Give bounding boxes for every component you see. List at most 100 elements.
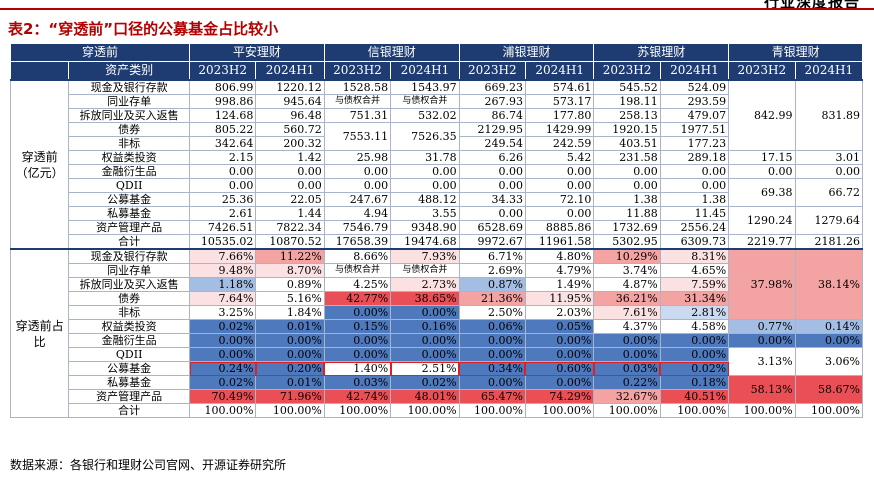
value-cell: 0.00% — [323, 305, 392, 320]
value-cell: 11.95% — [524, 291, 595, 306]
value-cell: 0.00% — [593, 333, 661, 348]
value-cell: 2.73% — [390, 277, 460, 292]
value-cell: 2.15 — [189, 150, 257, 165]
header-bank-name: 信银理财 — [323, 43, 460, 62]
table-row: 私募基金 0.02% 0.01% 0.03% 0.02% 0.00% 0.00% 0.22% 0… — [11, 375, 864, 404]
value-cell: 1.44 — [255, 206, 325, 221]
value-cell: 1977.51 — [659, 122, 730, 137]
value-cell: 751.31 — [323, 108, 392, 123]
header-before-label: 穿透前 — [9, 43, 191, 62]
value-cell: 0.05% — [524, 319, 595, 334]
table-row: 穿透前 平安理财 信银理财 浦银理财 苏银理财 青银理财 — [9, 43, 863, 62]
value-cell: 0.00% — [390, 333, 460, 348]
value-cell: 403.51 — [593, 136, 661, 151]
value-cell: 11.22% — [255, 248, 325, 264]
value-cell: 86.74 — [458, 108, 526, 123]
table-row: 非标 3.25% 1.84% 0.00% 0.00% 2.50% 2.03% 7.61% 2.8… — [11, 305, 863, 320]
value-cell: 5.16% — [255, 291, 325, 306]
merged-value-cell: 66.72 — [794, 178, 864, 207]
value-cell: 0.00 — [255, 178, 325, 193]
value-cell: 231.58 — [593, 150, 661, 165]
value-cell: 6528.69 — [458, 220, 526, 235]
value-cell: 573.17 — [524, 94, 595, 109]
value-cell: 19474.68 — [390, 234, 460, 250]
merged-with-bond-note: 与债权合并 — [323, 94, 392, 109]
value-cell: 0.00% — [458, 375, 526, 390]
value-cell: 9.48% — [189, 263, 257, 278]
value-cell: 0.03% — [593, 361, 661, 376]
value-cell: 8.31% — [659, 248, 730, 264]
category-label: 同业存单 — [68, 263, 191, 278]
value-cell: 0.02% — [189, 375, 257, 390]
value-cell: 0.06% — [458, 319, 526, 334]
value-cell: 1.84% — [255, 305, 325, 320]
value-cell: 1.49% — [524, 277, 595, 292]
value-cell: 0.20% — [255, 361, 325, 376]
value-cell: 998.86 — [189, 94, 257, 109]
value-cell: 2556.24 — [659, 220, 730, 235]
value-cell: 560.72 — [255, 122, 325, 137]
value-cell: 0.00% — [728, 333, 796, 348]
value-cell: 1543.97 — [390, 79, 460, 95]
value-cell: 0.00 — [659, 178, 730, 193]
header-bank-name: 苏银理财 — [593, 43, 730, 62]
value-cell: 100.00% — [794, 403, 864, 418]
value-cell: 3.55 — [390, 206, 460, 221]
fund-share-table: 穿透前 平安理财 信银理财 浦银理财 苏银理财 青银理财 资产类别 2023H2 2024H1 2… — [9, 43, 864, 418]
value-cell: 0.00% — [794, 333, 864, 348]
value-cell: 42.74% — [323, 389, 392, 404]
value-cell: 7.93% — [390, 248, 460, 264]
value-cell: 200.32 — [255, 136, 325, 151]
value-cell: 0.00 — [458, 164, 526, 179]
value-cell: 0.00% — [323, 347, 392, 362]
merged-value-cell: 37.98% — [728, 248, 796, 320]
value-cell: 805.22 — [189, 122, 257, 137]
value-cell: 0.02% — [390, 375, 460, 390]
value-cell: 532.02 — [390, 108, 460, 123]
value-cell: 10.29% — [593, 248, 661, 264]
value-cell: 7.61% — [593, 305, 661, 320]
value-cell: 2181.26 — [794, 234, 864, 250]
value-cell: 25.36 — [189, 192, 257, 207]
value-cell: 177.80 — [524, 108, 595, 123]
header-asset-class: 资产类别 — [68, 61, 191, 81]
value-cell: 0.34% — [458, 361, 526, 376]
table-row: 权益类投资 0.02% 0.01% 0.15% 0.16% 0.06% 0.05% 4.37%… — [11, 319, 864, 334]
category-label: QDII — [68, 347, 191, 362]
table-row: 同业存单 998.86 945.64 与债权合并 与债权合并 267.93 573.17 19… — [11, 94, 863, 109]
header-period: 2023H2 — [728, 61, 796, 81]
merged-value-cell: 1290.24 — [728, 206, 796, 235]
category-label: 债券 — [68, 291, 191, 306]
value-cell: 0.14% — [794, 319, 864, 334]
value-cell: 3.25% — [189, 305, 257, 320]
header-blank — [9, 61, 70, 81]
category-label: 公募基金 — [68, 192, 191, 207]
value-cell: 0.24% — [189, 361, 257, 376]
value-cell: 96.48 — [255, 108, 325, 123]
merged-value-cell: 58.67% — [794, 375, 864, 404]
merged-with-bond-note: 与债权合并 — [390, 94, 460, 109]
value-cell: 0.00 — [390, 164, 460, 179]
value-cell: 0.60% — [524, 361, 595, 376]
value-cell: 9348.90 — [390, 220, 460, 235]
category-label: 合计 — [68, 403, 191, 418]
table-row: 穿透前（亿元） 现金及银行存款 806.99 1220.12 1528.58 1543.9… — [9, 79, 864, 250]
value-cell: 100.00% — [524, 403, 595, 418]
value-cell: 0.00 — [524, 178, 595, 193]
category-label: 拆放同业及买入返售 — [68, 277, 191, 292]
header-period: 2024H1 — [255, 61, 325, 81]
category-label: 私募基金 — [68, 375, 191, 390]
value-cell: 65.47% — [458, 389, 526, 404]
value-cell: 2.61 — [189, 206, 257, 221]
category-label: 现金及银行存款 — [68, 248, 191, 264]
value-cell: 7426.51 — [189, 220, 257, 235]
table-row: 合计 100.00% 100.00% 100.00% 100.00% 100.00% 100… — [11, 403, 864, 418]
category-label: 私募基金 — [68, 206, 191, 221]
value-cell: 293.59 — [659, 94, 730, 109]
value-cell: 0.00 — [189, 164, 257, 179]
value-cell: 36.21% — [593, 291, 661, 306]
value-cell: 100.00% — [390, 403, 460, 418]
value-cell: 10870.52 — [255, 234, 325, 250]
value-cell: 0.01% — [255, 319, 325, 334]
merged-value-cell: 3.13% — [728, 347, 796, 376]
